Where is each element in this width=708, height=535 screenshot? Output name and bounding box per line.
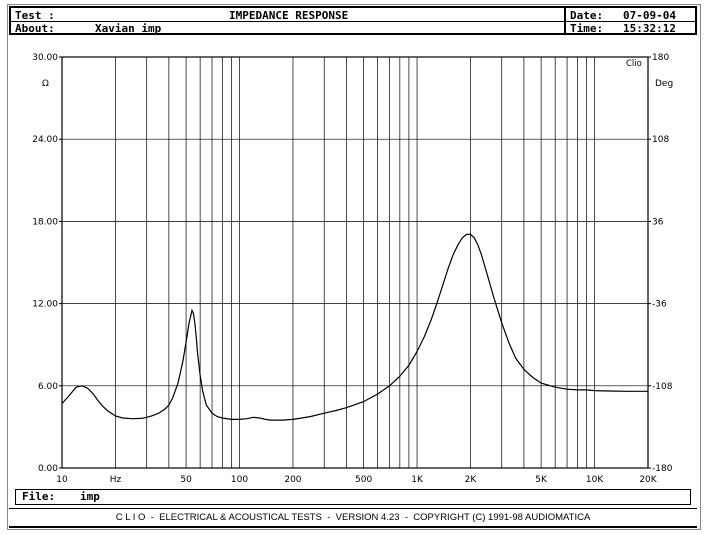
y-tick-label: 6.00 bbox=[38, 382, 58, 392]
header-divider bbox=[564, 8, 566, 33]
time-value: 15:32:12 bbox=[623, 22, 676, 35]
y2-tick-label: -180 bbox=[652, 464, 673, 474]
x-tick-label: 20K bbox=[639, 475, 657, 485]
x-tick-label: Hz bbox=[110, 475, 122, 485]
x-axis-labels: 10 Hz 50 100 200 500 1K 2K 5K 10K 20K bbox=[56, 475, 657, 485]
y2-axis-unit-label: Deg bbox=[655, 79, 673, 89]
date-value: 07-09-04 bbox=[623, 9, 676, 22]
y-tick-label: 18.00 bbox=[32, 217, 58, 227]
header-row-1: Test : IMPEDANCE RESPONSE Date: 07-09-04 bbox=[11, 9, 695, 22]
y2-tick-label: 180 bbox=[652, 53, 669, 63]
y2-tick-label: -36 bbox=[652, 300, 667, 310]
y2-tick-label: 36 bbox=[652, 217, 664, 227]
x-tick-label: 2K bbox=[465, 475, 478, 485]
plot-frame bbox=[61, 56, 649, 469]
x-tick-label: 50 bbox=[180, 475, 192, 485]
test-label: Test : bbox=[15, 9, 55, 22]
time-label: Time: bbox=[570, 22, 604, 35]
date-label: Date: bbox=[570, 9, 604, 22]
y-tick-label: 30.00 bbox=[32, 53, 58, 63]
file-label: File: bbox=[22, 490, 56, 503]
y-tick-label: 24.00 bbox=[32, 135, 58, 145]
header-row-2: About: Xavian imp Time: 15:32:12 bbox=[11, 21, 695, 35]
x-tick-label: 10K bbox=[586, 475, 604, 485]
footer-text: C L I O - ELECTRICAL & ACOUSTICAL TESTS … bbox=[115, 512, 591, 523]
about-label: About: bbox=[15, 22, 55, 35]
y2-tick-label: 108 bbox=[652, 135, 669, 145]
about-value: Xavian imp bbox=[95, 22, 162, 35]
impedance-curve bbox=[61, 233, 648, 421]
x-tick-label: 200 bbox=[284, 475, 301, 485]
window-frame bbox=[7, 4, 701, 530]
clio-brand-label: Clio bbox=[626, 59, 642, 69]
y2-tick-label: -108 bbox=[652, 382, 673, 392]
chart-title: IMPEDANCE RESPONSE bbox=[229, 9, 349, 22]
header-panel: Test : IMPEDANCE RESPONSE Date: 07-09-04… bbox=[9, 6, 697, 35]
x-tick-label: 500 bbox=[355, 475, 372, 485]
file-bar: File: imp bbox=[15, 489, 691, 505]
y-tick-label: 12.00 bbox=[32, 300, 58, 310]
x-tick-label: 100 bbox=[231, 475, 248, 485]
y2-axis-labels: -180 -108 -36 36 108 180 bbox=[648, 53, 673, 474]
y-axis-labels: 0.00 6.00 12.00 18.00 24.00 30.00 bbox=[32, 53, 62, 474]
x-tick-label: 10 bbox=[56, 475, 68, 485]
x-tick-label: 5K bbox=[535, 475, 548, 485]
y-axis-unit-label: Ω bbox=[42, 79, 49, 89]
y-tick-label: 0.00 bbox=[38, 464, 58, 474]
x-tick-label: 1K bbox=[411, 475, 424, 485]
footer-bar: C L I O - ELECTRICAL & ACOUSTICAL TESTS … bbox=[9, 508, 697, 528]
file-name: imp bbox=[80, 490, 100, 503]
chart-grid bbox=[62, 57, 648, 468]
